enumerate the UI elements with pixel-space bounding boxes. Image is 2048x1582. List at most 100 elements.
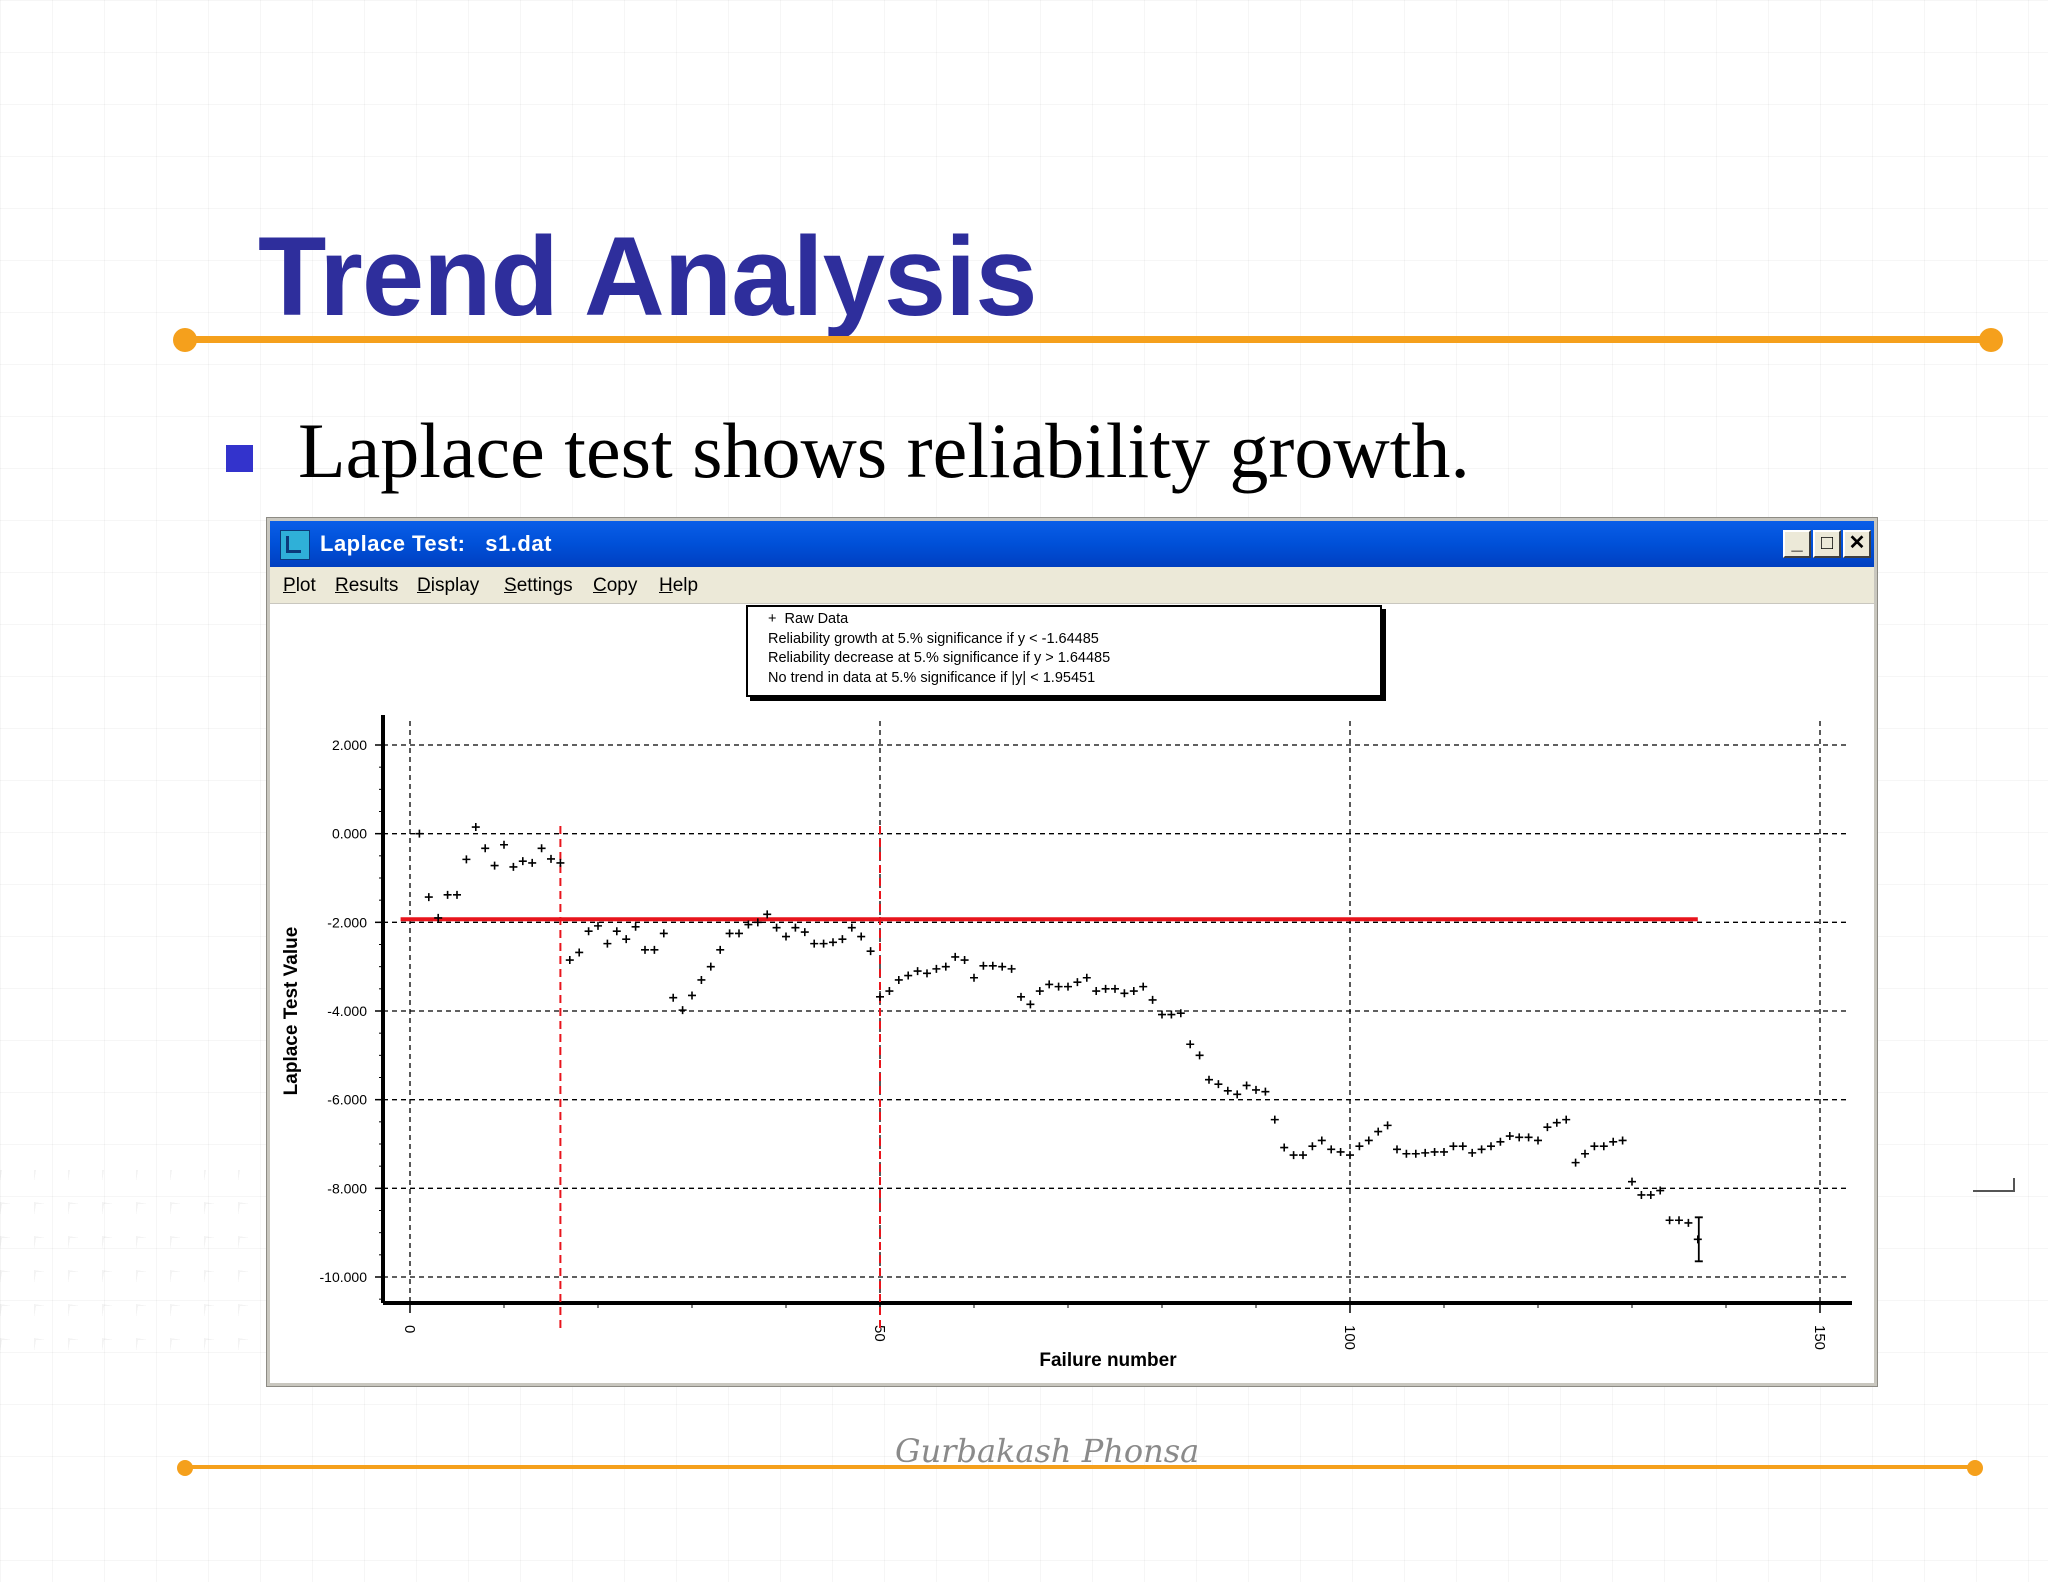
data-point <box>1186 1040 1195 1049</box>
close-button[interactable]: ✕ <box>1843 530 1871 558</box>
data-point <box>1082 973 1091 982</box>
data-point <box>753 918 762 927</box>
data-point <box>1035 987 1044 996</box>
data-point <box>1665 1216 1674 1225</box>
data-point <box>594 921 602 930</box>
maximize-button[interactable]: □ <box>1813 530 1841 558</box>
data-point <box>1073 978 1082 987</box>
menubar: Plot Results Display Settings Copy Help <box>270 567 1874 604</box>
data-point <box>763 910 772 919</box>
data-point <box>1336 1147 1345 1156</box>
data-point <box>1684 1218 1693 1227</box>
data-point <box>998 962 1007 971</box>
data-point <box>1261 1087 1270 1096</box>
footer-signature: Gurbakash Phonsa <box>895 1432 1200 1470</box>
menu-results[interactable]: Results <box>335 575 399 596</box>
data-point <box>1468 1148 1477 1157</box>
data-point <box>1054 982 1063 991</box>
slide-title: Trend Analysis <box>258 214 1038 339</box>
menu-plot[interactable]: Plot <box>283 575 316 596</box>
data-point <box>547 854 555 863</box>
data-point <box>857 932 866 941</box>
y-axis-label: Laplace Test Value <box>281 927 302 1096</box>
data-point <box>424 893 433 902</box>
data-point <box>537 844 546 853</box>
menu-settings[interactable]: Settings <box>504 575 573 596</box>
data-point <box>688 991 696 1000</box>
window-titlebar[interactable]: Laplace Test: s1.dat _ □ ✕ <box>270 521 1874 567</box>
text-cursor-icon <box>1694 1216 1703 1263</box>
y-tick-label: 2.000 <box>332 737 367 753</box>
slide-background-mesh <box>0 1170 270 1370</box>
legend-plus-marker: + <box>768 611 777 627</box>
menu-help[interactable]: Help <box>659 575 699 596</box>
data-point <box>1675 1216 1683 1225</box>
data-point <box>1223 1086 1232 1095</box>
data-point <box>1120 989 1129 998</box>
data-point <box>1656 1186 1665 1195</box>
data-point <box>1205 1075 1213 1084</box>
data-point <box>923 969 931 978</box>
data-point <box>1129 987 1138 996</box>
data-point <box>415 829 424 838</box>
bottom-rule <box>185 1465 1975 1469</box>
data-point <box>612 927 621 936</box>
data-point <box>1280 1143 1289 1152</box>
data-point <box>960 956 969 965</box>
data-point <box>1252 1085 1260 1094</box>
data-point <box>1242 1081 1251 1090</box>
data-point <box>951 952 960 961</box>
minimize-button[interactable]: _ <box>1783 530 1811 558</box>
data-point <box>744 920 753 929</box>
data-point <box>1317 1136 1326 1145</box>
data-point <box>481 844 490 853</box>
data-point <box>1364 1136 1373 1145</box>
data-point <box>1111 984 1119 993</box>
chart-legend: + Raw Data Reliability growth at 5.% sig… <box>746 605 1382 697</box>
data-point <box>1637 1190 1646 1199</box>
data-point <box>1017 992 1025 1001</box>
data-point <box>1233 1090 1242 1099</box>
legend-raw-data: + Raw Data <box>768 610 1380 630</box>
data-point <box>490 861 499 870</box>
legend-line-decrease: Reliability decrease at 5.% significance… <box>768 650 1111 666</box>
data-point <box>1543 1123 1552 1132</box>
data-point <box>979 961 988 970</box>
data-point <box>904 971 913 980</box>
data-point <box>1195 1051 1204 1060</box>
data-point <box>1374 1127 1383 1136</box>
x-axis-label: Failure number <box>1039 1350 1177 1371</box>
laplace-chart: 2.000 0.000 -2.000 -4.000 -6.000 -8.000 -10.00… <box>281 715 1852 1371</box>
data-point <box>1327 1145 1336 1154</box>
data-point <box>471 823 480 832</box>
data-point <box>1176 1009 1185 1018</box>
top-rule-right-dot <box>1979 328 2003 352</box>
data-point <box>1618 1136 1627 1145</box>
data-point <box>970 973 978 982</box>
menu-copy[interactable]: Copy <box>593 575 638 596</box>
data-point <box>876 992 884 1001</box>
corner-mark <box>1973 1178 2015 1192</box>
data-point <box>772 923 781 932</box>
x-tick-label: 100 <box>1341 1325 1358 1350</box>
y-tick-label: -10.000 <box>320 1269 368 1285</box>
data-point <box>1552 1118 1561 1127</box>
data-point <box>1440 1147 1448 1156</box>
data-point <box>819 939 828 948</box>
data-point <box>1299 1151 1307 1160</box>
legend-line-growth: Reliability growth at 5.% significance i… <box>768 630 1099 647</box>
data-point <box>1421 1148 1430 1157</box>
data-point <box>1477 1145 1486 1154</box>
data-point <box>866 947 875 956</box>
data-point <box>735 929 743 938</box>
y-tick-label: -6.000 <box>327 1092 367 1108</box>
data-point <box>1534 1136 1542 1145</box>
data-point <box>1289 1151 1298 1160</box>
data-point <box>500 840 508 849</box>
menu-display[interactable]: Display <box>417 575 480 596</box>
data-point <box>518 857 527 866</box>
data-point <box>1402 1149 1411 1158</box>
y-tick-label: -2.000 <box>327 914 367 930</box>
y-tick-label: -4.000 <box>327 1003 367 1019</box>
data-point <box>1092 987 1101 996</box>
